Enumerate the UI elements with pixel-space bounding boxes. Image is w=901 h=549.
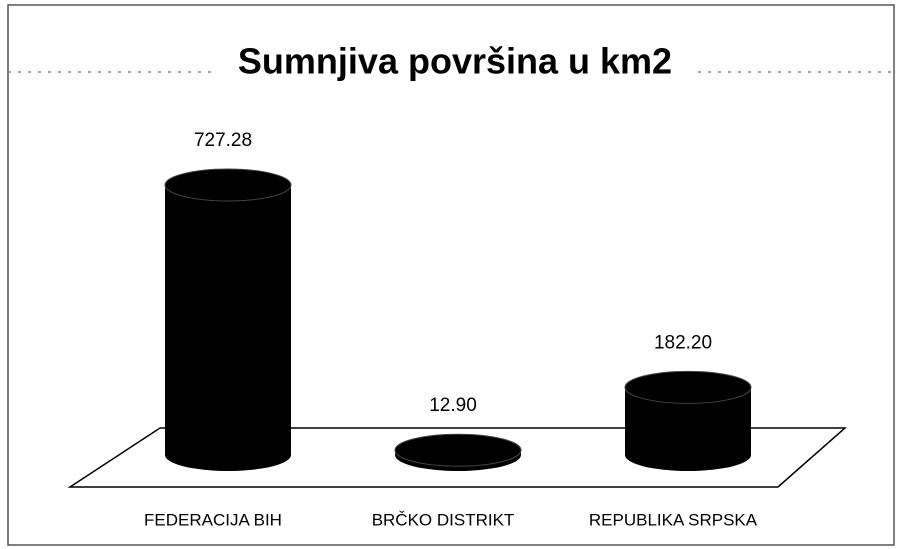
bar [164, 168, 292, 471]
x-tick-label: BRČKO DISTRIKT [372, 510, 515, 529]
bar [624, 370, 752, 471]
value-label: 12.90 [429, 395, 477, 416]
x-tick-label: FEDERACIJA BIH [144, 510, 282, 529]
chart-frame [7, 4, 895, 546]
value-label: 182.20 [654, 332, 712, 353]
chart-title: Sumnjiva površina u km2 [238, 41, 672, 82]
x-tick-label: REPUBLIKA SRPSKA [589, 510, 758, 529]
bar [394, 433, 522, 471]
value-label: 727.28 [194, 130, 252, 151]
title-backdrop [215, 40, 695, 92]
